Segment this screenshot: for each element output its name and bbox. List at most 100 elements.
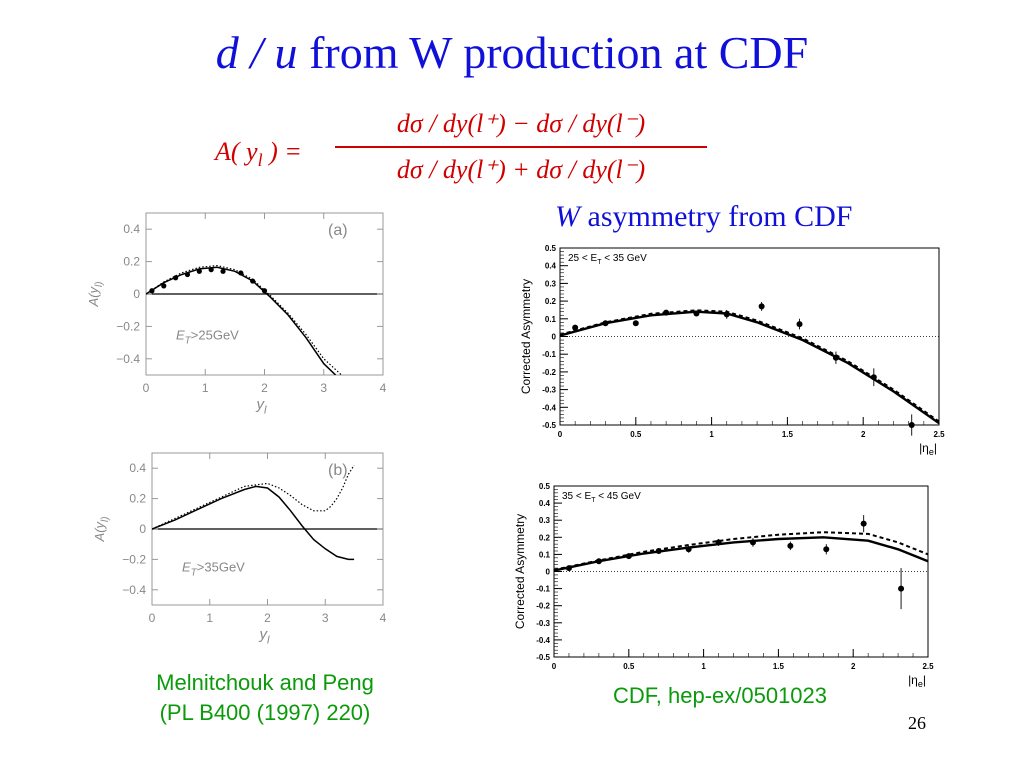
x-tick-label: 1	[202, 381, 209, 395]
y-tick-label: 0.4	[129, 461, 146, 475]
y-tick-label: 0	[546, 568, 551, 577]
data-point	[715, 539, 722, 546]
formula-denominator: dσ / dy(l⁺) + dσ / dy(l⁻)	[396, 155, 646, 184]
data-point	[796, 321, 803, 328]
y-tick-label: -0.5	[536, 653, 550, 662]
y-tick-label: -0.4	[542, 403, 556, 412]
bin-label: 25 < ET < 35 GeV	[568, 253, 647, 266]
y-tick-label: 0	[552, 333, 557, 342]
formula-lhs: A( yl ) =	[215, 137, 302, 171]
data-point	[173, 275, 179, 281]
data-point	[832, 354, 839, 361]
x-axis-label: |ηe|	[908, 673, 926, 688]
fraction-bar	[335, 146, 707, 148]
y-tick-label: 0.4	[123, 222, 140, 236]
x-tick-label: 2	[851, 662, 856, 671]
y-tick-label: 0.2	[129, 492, 146, 506]
data-point	[602, 320, 609, 327]
x-tick-label: 1	[709, 430, 714, 439]
data-point	[238, 270, 244, 276]
right-caption: CDF, hep-ex/0501023	[612, 683, 828, 708]
data-point	[565, 565, 572, 572]
x-tick-label: 2	[264, 611, 271, 625]
y-tick-label: −0.4	[122, 583, 146, 597]
cut-annotation: ET>25GeV	[176, 327, 239, 346]
data-point	[898, 585, 905, 592]
data-point	[149, 288, 155, 294]
x-tick-label: 2.5	[933, 430, 945, 439]
series-line-solid	[553, 536, 929, 572]
x-tick-label: 3	[322, 611, 329, 625]
x-tick-label: 0	[143, 381, 150, 395]
x-tick-label: 1	[206, 611, 213, 625]
formula-fraction: dσ / dy(l⁺) − dσ / dy(l⁻) dσ / dy(l⁺) + …	[335, 105, 707, 189]
x-tick-label: 1.5	[782, 430, 794, 439]
data-point	[693, 310, 700, 317]
data-point	[595, 558, 602, 565]
formula-lhs-text: A( y	[215, 137, 258, 166]
y-axis-label: A(yl)	[86, 282, 105, 308]
x-tick-label: 4	[380, 381, 387, 395]
y-tick-label: −0.4	[116, 352, 140, 366]
y-tick-label: 0	[139, 522, 146, 536]
data-point	[632, 320, 639, 327]
series-line-dotted	[152, 464, 355, 530]
series-line-solid	[152, 485, 355, 561]
data-point	[860, 520, 867, 527]
data-point	[685, 546, 692, 553]
x-tick-label: 0	[552, 662, 557, 671]
y-tick-label: 0.5	[539, 482, 551, 491]
x-tick-label: 0.5	[630, 430, 642, 439]
cut-annotation: ET>35GeV	[182, 560, 245, 579]
data-point	[161, 283, 167, 289]
y-tick-label: 0	[133, 287, 140, 301]
formula-lhs-end: ) =	[262, 137, 302, 166]
data-point	[572, 324, 579, 331]
formula-numerator: dσ / dy(l⁺) − dσ / dy(l⁻)	[396, 109, 646, 138]
cdf-heading-variable: W	[555, 200, 580, 233]
bin-label: 35 < ET < 45 GeV	[562, 491, 641, 504]
data-point	[787, 542, 794, 549]
data-point	[184, 271, 191, 278]
y-tick-label: 0.2	[545, 297, 557, 306]
x-axis-label: yl	[256, 396, 268, 417]
left-caption-line2: (PL B400 (1997) 220)	[159, 700, 371, 725]
y-tick-label: -0.3	[542, 386, 556, 395]
chart-cdf-low: 0.50.40.30.20.10-0.1-0.2-0.3-0.4-0.50 0.5…	[519, 244, 945, 457]
y-tick-label: 0.1	[545, 315, 557, 324]
x-tick-label: 3	[320, 381, 327, 395]
series-line-dotted	[146, 264, 342, 375]
data-point	[250, 278, 256, 284]
y-tick-label: 0.3	[545, 279, 557, 288]
x-tick-label: 1.5	[773, 662, 785, 671]
cdf-heading: W asymmetry from CDF	[555, 200, 852, 234]
y-tick-label: -0.2	[536, 602, 550, 611]
data-point	[870, 374, 877, 381]
title-variable: d / u	[215, 27, 298, 78]
x-tick-label: 2	[261, 381, 268, 395]
data-point	[758, 303, 765, 310]
y-axis-label: A(yl)	[92, 517, 111, 543]
data-point	[208, 267, 214, 273]
chart-a: 0 1 2 3 4 0.4 0.2 0 −0.2 −0.4 yl A(yl) (a) ET>25GeV	[86, 212, 387, 417]
left-caption-line1: Melnitchouk and Peng	[156, 670, 374, 695]
slide-title: d / u from W production at CDF	[0, 30, 1024, 76]
y-tick-label: -0.3	[536, 619, 550, 628]
x-tick-label: 0.5	[623, 662, 635, 671]
y-axis-label: Corrected Asymmetry	[513, 514, 527, 629]
y-tick-label: 0.2	[123, 255, 140, 269]
x-tick-label: 4	[380, 611, 387, 625]
y-tick-label: 0.3	[539, 516, 551, 525]
y-tick-label: 0.5	[545, 244, 557, 253]
y-tick-label: 0.2	[539, 533, 551, 542]
series-line-solid	[559, 310, 940, 425]
data-point	[749, 539, 756, 546]
x-tick-label: 1	[701, 662, 706, 671]
y-tick-label: −0.2	[122, 552, 146, 566]
panel-label: (b)	[328, 462, 348, 479]
left-caption: Melnitchouk and Peng (PL B400 (1997) 220…	[105, 668, 425, 728]
title-text: from W production at CDF	[297, 27, 809, 78]
data-point	[663, 309, 670, 316]
data-point	[655, 547, 662, 554]
x-tick-label: 0	[149, 611, 156, 625]
